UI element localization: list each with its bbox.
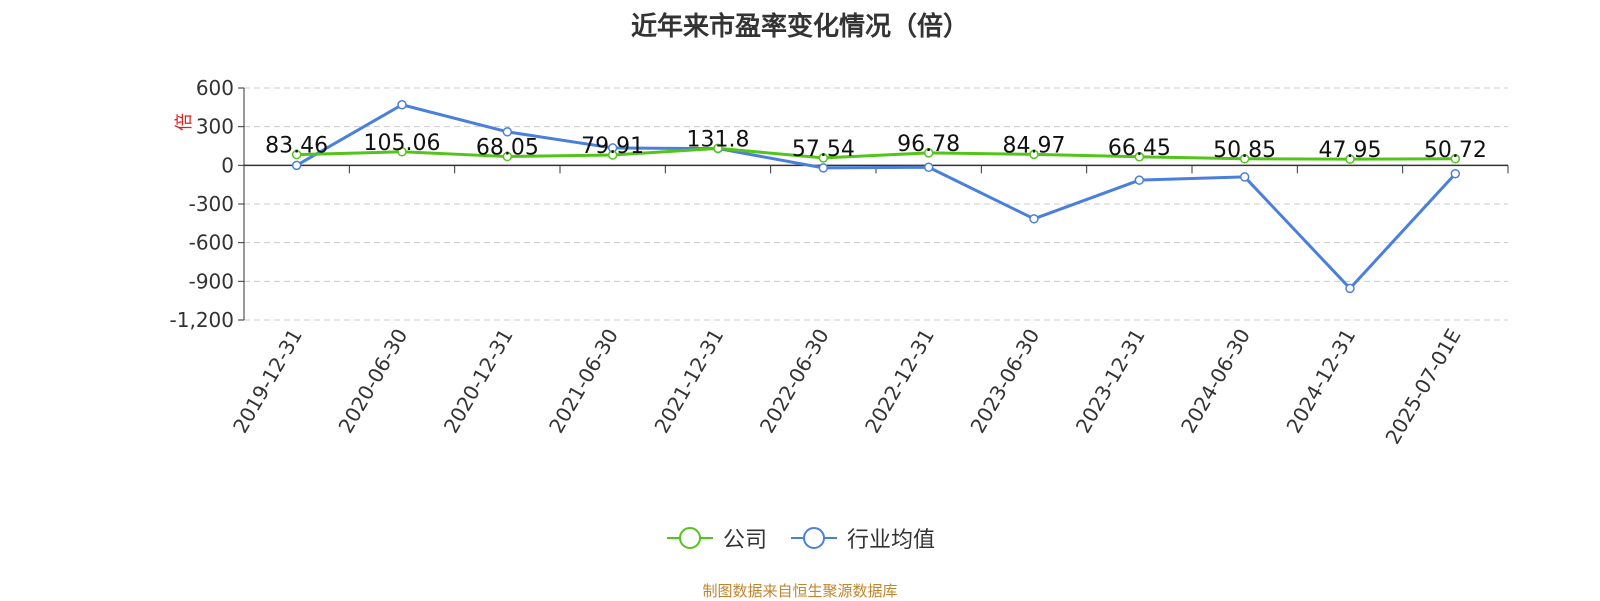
company-data-label: 84.97 (1003, 133, 1066, 158)
industry-series-line (295, 103, 1457, 290)
industry-point (1345, 283, 1355, 294)
legend-item-company[interactable]: 公司 (665, 522, 767, 554)
industry-point (1134, 175, 1145, 185)
x-tick-label: 2023-06-30 (965, 325, 1044, 438)
company-point (1134, 152, 1145, 162)
data-source-note: 制图数据来自恒生聚源数据库 (702, 582, 898, 600)
industry-point (502, 127, 513, 137)
x-tick-label: 2022-06-30 (755, 325, 834, 438)
x-tick-label: 2020-12-31 (439, 325, 518, 438)
company-data-label: 50.72 (1424, 138, 1487, 163)
x-tick-label: 2020-06-30 (333, 325, 412, 438)
company-point (818, 153, 829, 163)
chart-legend: 公司 行业均值 (0, 522, 1600, 554)
y-tick-label: -1,200 (170, 308, 234, 332)
company-point (502, 151, 513, 162)
legend-item-industry[interactable]: 行业均值 (789, 522, 935, 554)
y-tick-label: 0 (221, 153, 234, 177)
company-series-line (296, 146, 1456, 161)
company-data-label: 47.95 (1319, 138, 1382, 163)
y-axis-label: 倍 (174, 113, 195, 131)
company-point (1345, 154, 1355, 164)
x-tick-label: 2021-12-31 (649, 325, 728, 438)
industry-point (397, 100, 407, 110)
y-tick-label: 600 (196, 76, 234, 100)
chart-title: 近年来市盈率变化情况（倍） (630, 12, 969, 42)
company-data-label: 83.46 (265, 134, 328, 159)
company-data-label: 68.05 (476, 136, 539, 161)
y-tick-label: -600 (189, 231, 234, 255)
industry-point (818, 163, 829, 173)
company-point (607, 150, 618, 160)
company-data-label: 57.54 (792, 137, 855, 162)
line-chart: 600 300 0 -300 -600 -900 -1,200 倍 2019-12-31 2020… (170, 76, 1509, 449)
legend-label: 公司 (722, 528, 767, 553)
y-tick-label: -300 (189, 192, 234, 216)
industry-point (923, 162, 934, 173)
legend-label: 行业均值 (847, 528, 936, 553)
x-tick-label: 2024-06-30 (1176, 325, 1255, 438)
x-tick-label: 2021-06-30 (544, 325, 623, 438)
y-tick-label: 300 (196, 115, 234, 139)
x-tick-label: 2024-12-31 (1281, 325, 1360, 438)
y-tick-label: -900 (189, 269, 234, 293)
legend-swatch-icon (791, 527, 837, 549)
company-data-label: 79.91 (581, 134, 644, 159)
company-data-label: 105.06 (364, 131, 441, 156)
company-point (923, 148, 934, 158)
company-point (397, 147, 407, 157)
company-data-label: 131.8 (687, 127, 750, 152)
company-point (1450, 154, 1461, 164)
company-point (1239, 154, 1250, 164)
industry-point (291, 160, 302, 171)
company-point (291, 149, 302, 160)
industry-point (1239, 172, 1250, 182)
x-tick-label: 2023-12-31 (1071, 325, 1150, 438)
industry-point (1029, 214, 1039, 224)
company-data-label: 50.85 (1213, 138, 1276, 163)
legend-swatch-icon (666, 527, 713, 549)
x-tick-label: 2025-07-01E (1380, 325, 1465, 449)
industry-point (1450, 168, 1461, 179)
company-point (713, 143, 723, 154)
x-tick-label: 2019-12-31 (228, 325, 307, 438)
company-point (1029, 149, 1039, 160)
company-data-label: 66.45 (1108, 136, 1171, 161)
x-tick-label: 2022-12-31 (860, 325, 939, 438)
company-data-label: 96.78 (897, 132, 960, 157)
